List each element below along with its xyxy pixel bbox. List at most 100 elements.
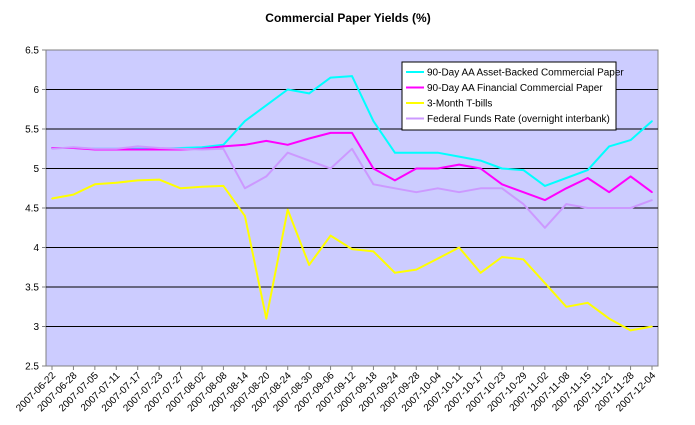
data-point: [351, 75, 353, 77]
data-point: [586, 169, 589, 171]
data-point: [436, 151, 439, 154]
y-tick-label: 4.5: [25, 204, 39, 215]
data-point: [501, 183, 503, 186]
data-point: [222, 147, 225, 150]
data-point: [501, 256, 503, 258]
data-point: [72, 193, 75, 196]
y-tick-label: 2.5: [25, 362, 39, 373]
data-point: [629, 329, 632, 332]
legend-label: Federal Funds Rate (overnight interbank): [427, 114, 610, 125]
data-point: [522, 169, 525, 171]
data-point: [608, 207, 610, 209]
y-tick-label: 3: [33, 322, 39, 333]
data-point: [479, 187, 482, 190]
data-point: [479, 167, 482, 170]
data-point: [286, 208, 289, 211]
legend-label: 3-Month T-bills: [427, 99, 492, 110]
data-point: [351, 132, 353, 134]
data-point: [629, 139, 632, 141]
x-axis: 2007-06-222007-06-282007-07-052007-07-11…: [14, 366, 658, 414]
data-point: [372, 167, 375, 170]
data-point: [179, 187, 182, 190]
data-point: [244, 144, 246, 146]
data-point: [479, 271, 482, 274]
data-point: [415, 167, 418, 170]
data-point: [329, 76, 332, 79]
data-point: [544, 199, 546, 201]
data-point: [265, 317, 268, 320]
data-point: [522, 191, 525, 193]
legend-label: 90-Day AA Financial Commercial Paper: [427, 83, 603, 94]
data-point: [586, 207, 589, 209]
data-point: [201, 148, 203, 151]
data-point: [222, 145, 225, 148]
data-point: [222, 185, 225, 187]
data-point: [458, 246, 460, 249]
data-point: [308, 264, 310, 266]
data-point: [565, 203, 568, 205]
data-point: [286, 151, 289, 154]
data-point: [201, 146, 203, 148]
data-point: [608, 317, 610, 320]
data-point: [565, 305, 568, 308]
data-point: [415, 268, 418, 271]
chart-title: Commercial Paper Yields (%): [265, 11, 430, 25]
data-point: [436, 167, 439, 170]
data-point: [394, 271, 396, 274]
data-point: [115, 181, 118, 184]
data-point: [329, 234, 332, 237]
data-point: [51, 197, 53, 200]
data-point: [458, 163, 460, 166]
data-point: [158, 147, 160, 149]
data-point: [565, 177, 568, 179]
y-tick-label: 3.5: [25, 283, 39, 294]
legend: 90-Day AA Asset-Backed Commercial Paper 9…: [401, 61, 624, 131]
data-point: [501, 167, 503, 170]
data-point: [586, 302, 589, 304]
data-point: [458, 155, 460, 158]
data-point: [608, 145, 610, 148]
data-point: [629, 175, 632, 178]
data-point: [415, 191, 418, 193]
data-point: [436, 257, 439, 260]
data-point: [501, 187, 503, 190]
data-point: [436, 187, 439, 190]
data-point: [629, 207, 632, 209]
data-point: [329, 132, 332, 134]
data-point: [308, 92, 310, 95]
data-point: [522, 203, 525, 205]
data-point: [244, 120, 246, 122]
data-point: [72, 146, 75, 148]
data-point: [522, 258, 525, 261]
series-4: [51, 145, 653, 229]
data-point: [244, 187, 246, 190]
data-point: [479, 159, 482, 162]
data-point: [651, 199, 653, 201]
data-point: [115, 147, 118, 150]
legend-label: 90-Day AA Asset-Backed Commercial Paper: [427, 68, 624, 79]
data-point: [608, 191, 610, 193]
data-point: [308, 159, 310, 162]
data-point: [222, 144, 225, 146]
y-axis: 2.5 3 3.5 4 4.5 5 5.5 6 6.5: [25, 46, 46, 373]
series-lines: [51, 75, 653, 332]
data-point: [286, 144, 289, 146]
data-point: [544, 185, 546, 187]
data-point: [329, 167, 332, 170]
data-point: [94, 183, 96, 186]
data-point: [651, 325, 653, 328]
data-point: [265, 104, 268, 107]
data-point: [94, 147, 96, 150]
data-point: [394, 179, 396, 182]
data-point: [265, 175, 268, 178]
data-point: [372, 120, 375, 122]
data-point: [651, 191, 653, 193]
data-point: [158, 148, 160, 151]
y-tick-label: 5: [33, 164, 39, 175]
y-tick-label: 4: [33, 243, 39, 254]
data-point: [136, 145, 139, 148]
y-tick-label: 5.5: [25, 125, 39, 136]
legend-box: [401, 61, 617, 131]
data-point: [372, 250, 375, 253]
series-3: [51, 178, 653, 332]
